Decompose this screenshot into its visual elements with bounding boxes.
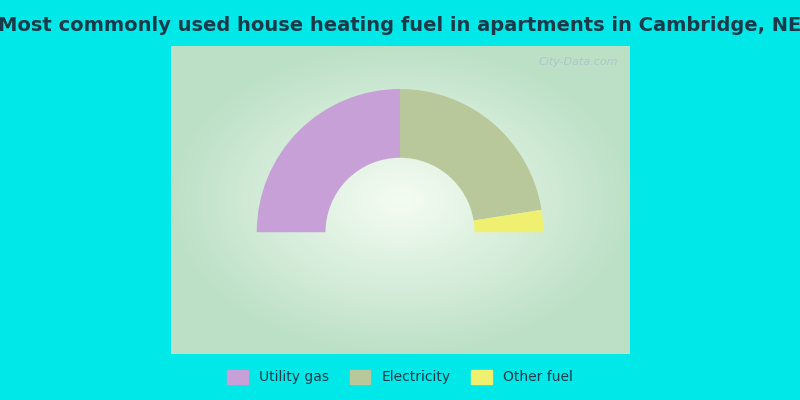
Wedge shape <box>400 89 542 220</box>
Legend: Utility gas, Electricity, Other fuel: Utility gas, Electricity, Other fuel <box>226 370 574 384</box>
Wedge shape <box>257 89 400 232</box>
Wedge shape <box>474 210 543 232</box>
Text: Most commonly used house heating fuel in apartments in Cambridge, NE: Most commonly used house heating fuel in… <box>0 16 800 35</box>
Text: City-Data.com: City-Data.com <box>538 58 618 68</box>
